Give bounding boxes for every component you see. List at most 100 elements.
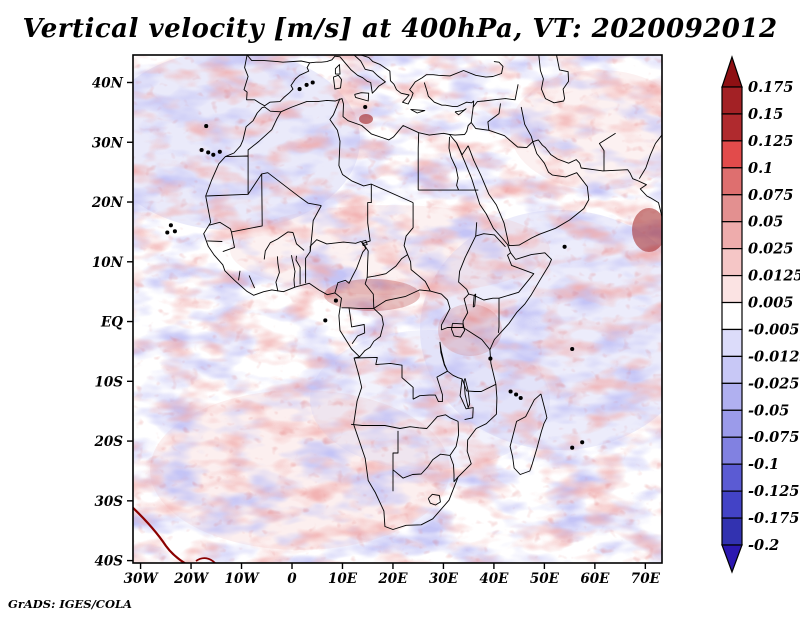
- colorbar-segment: [721, 301, 743, 331]
- colorbar-segment: [721, 328, 743, 358]
- map-outline-path: [354, 356, 414, 400]
- map-outline-path: [208, 221, 232, 233]
- colorbar-tick-label: 0.075: [748, 187, 793, 204]
- colorbar-tick-label: -0.075: [748, 429, 799, 446]
- map-outline-path: [373, 289, 451, 330]
- lat-tick-label: 30S: [94, 494, 123, 510]
- grads-attribution: GrADS: IGES/COLA: [8, 597, 132, 611]
- lat-tick-label: 40N: [92, 75, 124, 91]
- lon-tick-label: 50E: [530, 571, 560, 587]
- island-dot: [518, 395, 523, 401]
- map-outline-path: [468, 293, 499, 301]
- colorbar-segment: [721, 382, 743, 411]
- map-outline-path: [441, 293, 470, 331]
- map-outline-path: [470, 103, 501, 131]
- lat-tick-label: 20S: [93, 434, 123, 450]
- lat-tick-label: 10N: [92, 255, 124, 271]
- colorbar-tick-label: 0.125: [748, 133, 793, 150]
- lon-tick-label: 30E: [429, 571, 459, 587]
- map-outline-path: [410, 108, 426, 114]
- island-dot: [297, 87, 302, 92]
- map-outline-path: [247, 172, 322, 207]
- map-outline-path: [363, 184, 372, 244]
- map-outline-path: [222, 231, 235, 253]
- lon-tick-label: 30W: [124, 571, 160, 587]
- colorbar-under-arrow: [721, 544, 743, 574]
- map-outline-path: [449, 421, 460, 456]
- colorbar-segment: [721, 221, 743, 250]
- island-dot: [363, 104, 368, 110]
- colorbar-tick-label: 0.0125: [748, 268, 800, 285]
- plot-title: Vertical velocity [m/s] at 400hPa, VT: 2…: [22, 14, 778, 44]
- colorbar-segment: [721, 248, 743, 277]
- lon-tick-label: 0: [287, 571, 297, 587]
- map-outline-path: [305, 251, 311, 284]
- map-outlines: [165, 55, 662, 530]
- map-outline-path: [275, 256, 280, 292]
- map-outline-path: [248, 275, 256, 289]
- lon-tick-label: 40E: [479, 571, 509, 587]
- map-outline-path: [360, 55, 504, 105]
- colorbar-tick-label: -0.125: [748, 483, 799, 500]
- lon-tick-label: 60E: [580, 571, 610, 587]
- colorbar-segment: [721, 463, 743, 492]
- map-outline-path: [459, 378, 474, 421]
- map-outline-path: [329, 98, 353, 182]
- colorbar-segment: [721, 517, 743, 546]
- island-dot: [580, 440, 585, 445]
- map-outline-path: [392, 453, 451, 479]
- island-dot: [488, 356, 493, 361]
- island-dot: [165, 230, 170, 235]
- plot-frame: [132, 54, 663, 564]
- map-outline-path: [367, 254, 408, 278]
- colorbar-tick-label: -0.05: [748, 402, 789, 419]
- map-outline-path: [292, 232, 305, 251]
- map-outline-path: [348, 307, 366, 344]
- map-outline-path: [498, 298, 500, 333]
- map-outline-path: [354, 92, 370, 102]
- lon-tick-label: 20E: [377, 571, 408, 587]
- island-dot: [199, 147, 204, 153]
- colorbar-segment: [721, 167, 743, 196]
- map-outline-path: [334, 243, 367, 294]
- colorbar-tick-label: 0.025: [748, 241, 793, 258]
- island-dot: [333, 298, 338, 303]
- map-outline-path: [332, 74, 342, 90]
- map-outline-path: [351, 423, 420, 429]
- colorbar-tick-label: 0.1: [748, 160, 773, 177]
- latitude-axis: 40N 30N 20N 10N EQ 10S 20S 30S 40S: [91, 75, 133, 570]
- map-outline-path: [392, 430, 399, 492]
- map-outline-path: [359, 308, 384, 358]
- map-outline-path: [295, 255, 301, 285]
- map-outline-path: [417, 132, 420, 191]
- lat-tick-label: 10S: [94, 374, 123, 390]
- map-outline-path: [448, 136, 460, 191]
- map-outline-path: [247, 111, 282, 156]
- map-outline-path: [362, 243, 375, 309]
- colorbar-segment: [721, 355, 743, 384]
- map-outline-path: [403, 202, 431, 292]
- island-dot: [570, 445, 575, 450]
- map-outline-path: [467, 139, 662, 247]
- colorbar-tick-label: 0.15: [748, 106, 783, 123]
- map-outline-path: [427, 493, 441, 506]
- map-outline-path: [231, 173, 263, 233]
- map-outline-path: [423, 82, 475, 136]
- map-outline-path: [334, 64, 341, 75]
- map-outline-path: [263, 231, 294, 260]
- lat-tick-label: 40S: [94, 554, 123, 570]
- colorbar-tick-label: -0.005: [748, 321, 799, 338]
- lon-tick-label: 70E: [631, 571, 661, 587]
- map-outline-path: [463, 378, 471, 409]
- colorbar-segment: [721, 274, 743, 304]
- colorbar-tick-label: -0.175: [748, 510, 799, 527]
- map-outline-path: [498, 252, 535, 299]
- field-hotspots: [324, 114, 662, 356]
- lat-tick-label: EQ: [100, 315, 123, 331]
- map-outline-path: [341, 307, 374, 309]
- island-dot: [514, 392, 519, 397]
- map-outline-path: [243, 55, 311, 107]
- map-outline-path: [449, 455, 459, 483]
- map-outline-path: [472, 293, 477, 308]
